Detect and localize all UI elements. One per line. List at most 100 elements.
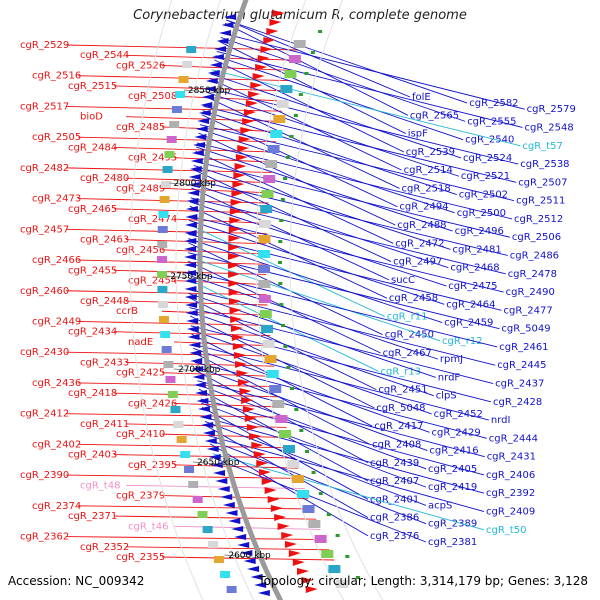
feature-block — [275, 415, 288, 423]
feature-block — [202, 526, 213, 533]
kbp-tick — [166, 275, 203, 280]
leader-line — [188, 224, 385, 317]
forward-gene-arrow — [233, 172, 246, 179]
forward-gene-arrow — [238, 136, 251, 143]
forward-gene-arrow — [257, 55, 270, 62]
forward-gene-arrow — [277, 523, 290, 530]
forward-gene-arrow — [251, 442, 264, 449]
leader-line — [77, 382, 278, 388]
rna-marker — [294, 408, 299, 411]
gene-label-left: cgR_2436 — [32, 378, 81, 389]
feature-block — [283, 445, 296, 453]
leader-line — [161, 372, 276, 377]
leader-line — [198, 384, 427, 470]
forward-gene-arrow — [236, 370, 249, 377]
forward-gene-arrow — [229, 208, 242, 215]
rna-marker — [278, 261, 283, 264]
reverse-gene-arrow — [209, 62, 222, 68]
gene-label-left: cgR_2529 — [20, 40, 69, 51]
forward-gene-arrow — [228, 280, 241, 287]
forward-gene-arrow — [244, 415, 257, 422]
gene-label-right: cgR_2416 — [429, 446, 478, 457]
forward-gene-arrow — [269, 19, 282, 26]
feature-block — [265, 160, 278, 168]
kbp-tick — [183, 89, 221, 94]
forward-gene-arrow — [301, 577, 314, 584]
reverse-gene-arrow — [187, 190, 200, 196]
leader-line — [189, 311, 434, 397]
forward-gene-arrow — [305, 586, 318, 593]
leader-line — [188, 242, 383, 336]
feature-block — [167, 391, 178, 398]
gene-label-right: cgR_2507 — [518, 177, 567, 188]
rna-marker — [283, 177, 288, 180]
feature-block — [173, 421, 184, 428]
gene-label-right: folE — [412, 92, 431, 103]
rna-marker — [279, 303, 284, 306]
gene-label-left: cgR_2482 — [20, 163, 69, 174]
reverse-gene-arrow — [207, 70, 220, 76]
gene-label-left: cgR_2395 — [128, 460, 177, 471]
feature-block — [213, 556, 224, 563]
reverse-gene-arrow — [193, 142, 206, 148]
feature-block — [161, 346, 172, 353]
gene-label-left: cgR_2374 — [32, 501, 81, 512]
gene-label-right: cgR_r13 — [381, 366, 422, 377]
forward-gene-arrow — [270, 505, 283, 512]
rna-marker — [299, 429, 304, 432]
gene-label-right: ispF — [408, 129, 428, 140]
reverse-gene-arrow — [184, 254, 197, 260]
gene-label-right: cgR_2512 — [514, 214, 563, 225]
leader-line — [113, 454, 295, 459]
leader-line — [192, 343, 490, 421]
leader-line — [113, 515, 317, 520]
feature-block — [267, 145, 280, 153]
gene-label-right: cgR_2409 — [486, 507, 535, 518]
gene-label-right: sucC — [391, 275, 415, 286]
leader-line — [173, 157, 273, 163]
feature-block — [293, 40, 306, 48]
reverse-gene-arrow — [200, 102, 213, 108]
forward-gene-arrow — [258, 469, 271, 476]
reverse-gene-arrow — [224, 14, 237, 20]
gene-label-right: cgR_2477 — [504, 305, 553, 316]
forward-gene-arrow — [284, 541, 297, 548]
feature-block — [263, 175, 276, 183]
genome-backbone — [197, 0, 284, 600]
reverse-gene-arrow — [243, 558, 256, 564]
rna-marker — [289, 135, 294, 138]
feature-block — [262, 340, 275, 348]
leader-line — [193, 352, 371, 445]
leader-line — [195, 150, 394, 244]
gene-label-left: cgR_2508 — [128, 91, 177, 102]
feature-block — [180, 451, 191, 458]
forward-gene-arrow — [248, 91, 261, 98]
gene-label-right: rpmJ — [440, 354, 463, 365]
leader-line — [77, 321, 270, 326]
reverse-gene-arrow — [218, 30, 231, 36]
gene-label-right: cgR_2381 — [428, 537, 477, 548]
reverse-gene-arrow — [210, 462, 223, 468]
feature-block — [184, 466, 195, 473]
gene-label-right: cgR_r12 — [442, 336, 483, 347]
gene-label-right: cgR_2389 — [428, 519, 477, 530]
feature-block — [258, 295, 271, 303]
gene-label-right: cgR_t57 — [522, 141, 562, 152]
gene-label-right: cgR_2467 — [383, 348, 432, 359]
gene-label-left: cgR_2505 — [32, 132, 81, 143]
leader-line — [201, 406, 369, 500]
rna-marker — [279, 219, 284, 222]
feature-block — [158, 301, 169, 308]
leader-line — [161, 556, 335, 561]
reverse-gene-arrow — [188, 342, 201, 348]
reverse-gene-arrow — [213, 470, 226, 476]
leader-line — [173, 95, 285, 102]
leader-line — [113, 392, 280, 398]
leader-line — [201, 114, 398, 208]
leader-line — [213, 457, 427, 543]
feature-block — [157, 241, 168, 248]
gene-label-right: cgR_2376 — [370, 531, 419, 542]
gene-label-right: cgR_2540 — [465, 135, 514, 146]
gene-label-left: cgR_2449 — [32, 316, 81, 327]
leader-line — [192, 179, 508, 256]
